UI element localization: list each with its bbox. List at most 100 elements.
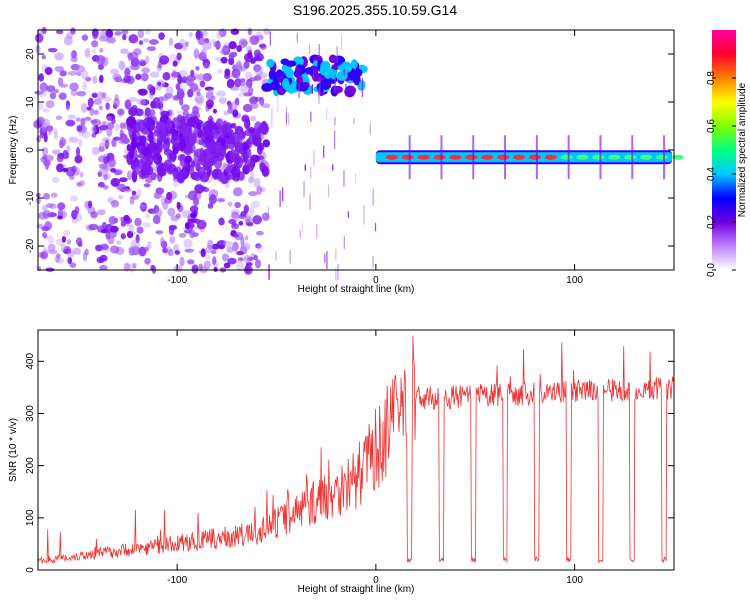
spectrogram-noise-blob	[152, 102, 161, 109]
spectrogram-noise-blob	[231, 211, 239, 219]
spectrogram-noise-blob	[224, 68, 231, 76]
spectrogram-band-blob	[228, 129, 235, 142]
spectrogram-streak	[345, 83, 347, 92]
spectrogram-band-blob	[221, 120, 229, 135]
spectrogram-noise-blob	[84, 116, 92, 121]
spectrogram-noise-blob	[142, 38, 150, 43]
spectrogram-noise-blob	[182, 109, 189, 118]
spectrogram-noise-blob	[67, 249, 75, 258]
spectrogram-noise-blob	[47, 243, 56, 252]
spectrogram-noise-blob	[136, 226, 144, 234]
spectrogram-noise-blob	[99, 47, 104, 53]
spectrogram-noise-blob	[111, 118, 116, 125]
spectrogram-noise-blob	[161, 82, 169, 88]
spectrogram-noise-blob	[91, 48, 97, 54]
spectrogram-high-freq-blob	[340, 61, 353, 73]
spectrogram-noise-blob	[104, 139, 110, 150]
colorbar-tick-label: 0.2	[706, 215, 717, 229]
spectrogram-noise-blob	[59, 136, 66, 147]
spectrogram-noise-blob	[210, 249, 217, 254]
spectrogram-streak	[289, 250, 291, 264]
spectrogram-streak	[334, 130, 336, 150]
spectrogram-noise-blob	[114, 93, 119, 103]
spectrogram-noise-blob	[54, 89, 59, 94]
spectrogram-streak	[369, 122, 371, 135]
spectrogram-noise-blob	[41, 146, 49, 156]
spectrogram-band-blob	[166, 117, 173, 131]
spectrogram-noise-blob	[144, 257, 151, 265]
spectrogram-noise-blob	[187, 88, 194, 98]
spectrogram-noise-blob	[247, 28, 253, 36]
colorbar: 0.0 0.2 0.4 0.6 0.8 Normalized spectral ampl…	[706, 30, 748, 277]
spectrogram-band-blob	[204, 124, 211, 137]
spectrogram-noise-blob	[54, 65, 65, 72]
spectrogram-streak	[316, 224, 318, 239]
spectrogram-noise-blob	[156, 64, 163, 72]
spectrogram-band-blob	[231, 122, 237, 129]
spectrogram-band-blob	[143, 117, 152, 129]
spectrogram-noise-blob	[216, 30, 223, 40]
spectrogram-high-freq-blob	[296, 75, 303, 85]
spectrogram-noise-blob	[253, 254, 258, 261]
spectrogram-noise-blob	[207, 203, 214, 209]
spectrogram-band-blob	[198, 153, 207, 166]
spectrogram-noise-blob	[91, 146, 101, 155]
spectrogram-noise-blob	[52, 126, 58, 134]
spectrogram-carrier-peak	[560, 154, 573, 160]
spectrogram-streak	[342, 71, 344, 80]
spectrogram-noise-blob	[210, 193, 216, 201]
spectrogram-band-blob	[141, 162, 151, 171]
spectrogram-noise-blob	[41, 204, 48, 211]
colorbar-ticks: 0.0 0.2 0.4 0.6 0.8	[706, 71, 736, 277]
spectrogram-noise-blob	[102, 96, 112, 103]
spectrogram-noise-blob	[189, 228, 196, 239]
spectrogram-noise-blob	[140, 72, 149, 82]
spectrogram-noise-blob	[138, 88, 148, 96]
spectrogram-noise-blob	[261, 103, 271, 109]
spectrogram-noise-blob	[127, 52, 133, 58]
spectrogram-noise-blob	[124, 68, 131, 78]
spectrogram-noise-blob	[256, 244, 263, 253]
spectrogram-noise-blob	[145, 213, 151, 218]
snr-y-tick-label: 400	[25, 353, 36, 370]
spectrogram-x-tick-label: 0	[373, 275, 379, 286]
spectrogram-band-blob	[188, 134, 197, 145]
spectrogram-noise-blob	[130, 62, 140, 71]
spectrogram-streak	[374, 222, 377, 232]
spectrogram-dropout-streak	[631, 135, 634, 180]
spectrogram-noise-blob	[176, 201, 181, 210]
spectrogram-noise-blob	[172, 95, 181, 101]
spectrogram-noise-blob	[57, 77, 64, 86]
spectrogram-noise-blob	[230, 28, 240, 36]
spectrogram-noise-blob	[202, 40, 212, 51]
spectrogram-noise-blob	[252, 56, 262, 62]
spectrogram-noise-blob	[67, 256, 73, 265]
spectrogram-streak	[285, 112, 288, 124]
spectrogram-noise-blob	[96, 209, 106, 216]
spectrogram-streak	[343, 170, 345, 187]
spectrogram-band-blob	[129, 146, 135, 160]
spectrogram-noise-blob	[193, 97, 203, 103]
spectrogram-noise-blob	[240, 211, 246, 217]
spectrogram-noise-blob	[249, 206, 255, 217]
spectrogram-carrier-peak	[481, 154, 494, 160]
spectrogram-noise-blob	[59, 70, 67, 77]
spectrogram-band-blob	[187, 116, 197, 128]
spectrogram-noise-blob	[122, 34, 127, 41]
spectrogram-noise-blob	[80, 70, 89, 80]
spectrogram-noise-blob	[249, 96, 259, 105]
spectrogram-noise-blob	[118, 216, 124, 222]
spectrogram-x-tick-label: 100	[566, 275, 583, 286]
spectrogram-noise-blob	[154, 208, 163, 218]
spectrogram-noise-blob	[41, 118, 51, 128]
spectrogram-noise-blob	[63, 229, 71, 236]
spectrogram-band-blob	[139, 135, 147, 144]
spectrogram-band-blob	[197, 129, 203, 139]
spectrogram-x-axis-label: Height of straight line (km)	[298, 284, 415, 295]
spectrogram-noise-blob	[73, 247, 81, 255]
spectrogram-noise-blob	[93, 98, 103, 105]
spectrogram-noise-blob	[35, 33, 44, 43]
spectrogram-noise-blob	[171, 69, 177, 78]
spectrogram-noise-blob	[200, 248, 206, 258]
spectrogram-noise-blob	[109, 245, 120, 254]
